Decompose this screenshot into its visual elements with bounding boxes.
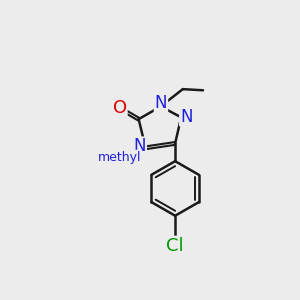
Text: Cl: Cl	[166, 237, 184, 255]
Text: N: N	[180, 108, 193, 126]
Text: methyl: methyl	[98, 151, 141, 164]
Text: O: O	[112, 99, 127, 117]
Text: N: N	[155, 94, 167, 112]
Text: N: N	[134, 137, 146, 155]
